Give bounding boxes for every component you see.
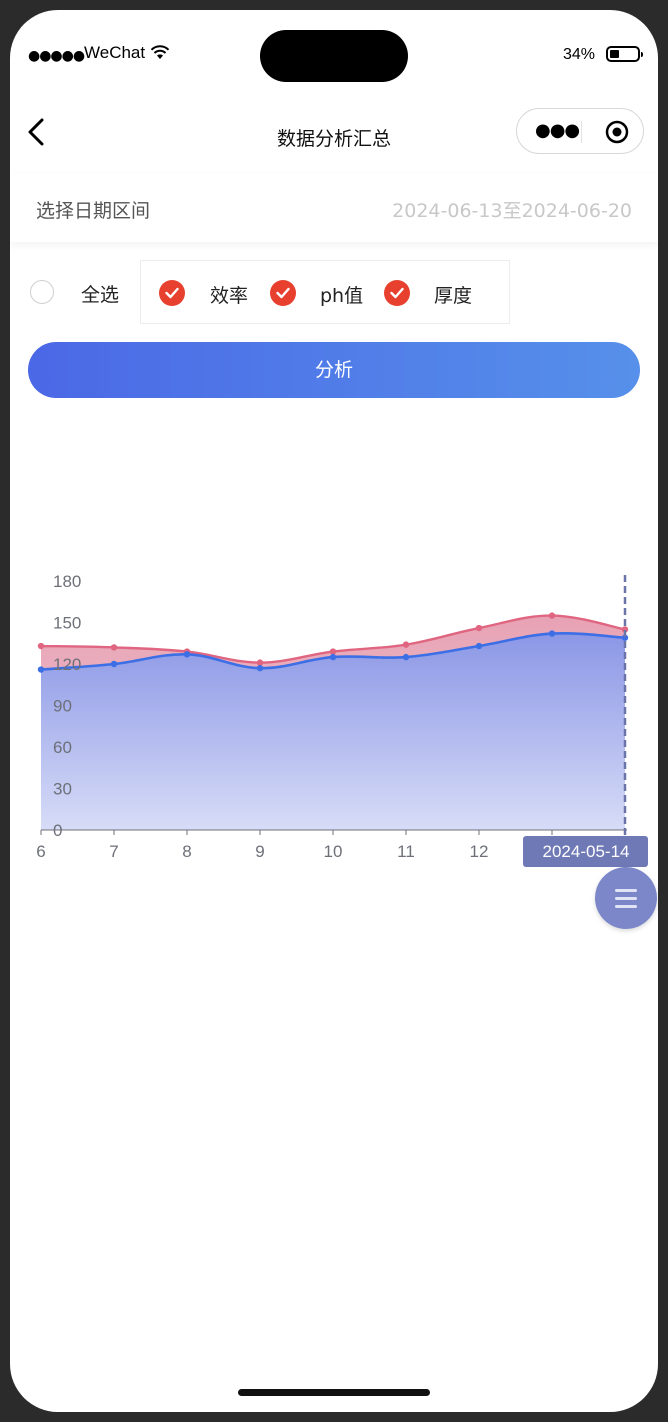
ph-label[interactable]: ph值 (320, 285, 364, 307)
battery-fill (610, 50, 619, 58)
axis-pointer-label: 2024-05-14 (543, 842, 630, 861)
series-1-point (548, 630, 556, 637)
y-tick-label: 30 (53, 780, 72, 799)
series-1-point (475, 642, 483, 650)
efficiency-checkbox[interactable] (159, 280, 185, 306)
mini-program-capsule: ●●● (516, 108, 644, 154)
nav-bar: 数据分析汇总 ●●● (10, 90, 658, 174)
axis-pointer-label-bg (523, 836, 648, 867)
filter-row: 全选 效率 ph值 厚度 (10, 260, 658, 326)
axis-layer: 67891011121303060901201501802024-05-14 (36, 572, 648, 880)
analyze-button[interactable]: 分析 (28, 342, 640, 398)
date-range-label: 选择日期区间 (36, 200, 151, 222)
series-layer (37, 612, 629, 830)
battery-tip (641, 52, 643, 57)
efficiency-label[interactable]: 效率 (210, 285, 249, 307)
status-bar: ●●●●● WeChat 34% (10, 10, 658, 90)
series-2-point (548, 612, 556, 619)
phone-screen: ●●●●● WeChat 34% 数据分析汇总 ●●● 选择日期 (10, 10, 658, 1412)
date-range-value[interactable]: 2024-06-13至2024-06-20 (392, 200, 632, 222)
metric-checkbox-group: 效率 ph值 厚度 (140, 260, 510, 324)
x-tick-label: 7 (109, 842, 118, 861)
signal-icon: ●●●●● (28, 48, 85, 64)
ellipsis-icon[interactable]: ●●● (535, 120, 580, 141)
series-2-point (621, 626, 629, 633)
chart-svg[interactable]: 67891011121303060901201501802024-05-14 (10, 550, 658, 890)
series-1-point (621, 634, 629, 641)
x-tick-label: 10 (324, 842, 343, 861)
y-tick-label: 180 (53, 572, 81, 591)
check-icon (165, 287, 179, 299)
home-indicator[interactable] (238, 1389, 430, 1396)
series-2-point (110, 644, 118, 651)
check-icon (276, 287, 290, 299)
x-tick-label: 6 (36, 842, 45, 861)
ph-checkbox[interactable] (270, 280, 296, 306)
x-tick-label: 11 (397, 842, 415, 861)
menu-icon-bar (615, 905, 637, 908)
series-1-point (256, 664, 264, 672)
menu-icon-bar (615, 889, 637, 892)
date-range-picker[interactable]: 选择日期区间 2024-06-13至2024-06-20 (10, 174, 658, 242)
select-all-label[interactable]: 全选 (81, 284, 120, 306)
series-2-point (329, 648, 337, 655)
series-2-point (37, 642, 45, 650)
y-tick-label: 90 (53, 697, 72, 716)
y-tick-label: 120 (53, 655, 81, 674)
battery-percent: 34% (563, 46, 596, 63)
analysis-chart[interactable]: 67891011121303060901201501802024-05-14 (10, 550, 658, 890)
x-tick-label: 8 (182, 842, 191, 861)
menu-icon-bar (615, 897, 637, 900)
dynamic-island (260, 30, 408, 82)
series-1-point (110, 660, 118, 668)
series-1-point (329, 653, 337, 661)
carrier-label: WeChat (84, 43, 146, 62)
series-1-area (41, 633, 625, 830)
y-tick-label: 150 (53, 614, 81, 633)
capsule-divider (581, 121, 582, 143)
wifi-icon (150, 45, 170, 59)
check-icon (390, 287, 404, 299)
series-2-point (402, 641, 410, 648)
menu-fab[interactable] (595, 867, 657, 929)
x-tick-label: 12 (470, 842, 489, 861)
x-tick-label: 9 (255, 842, 264, 861)
page-title: 数据分析汇总 (276, 128, 391, 150)
thickness-label[interactable]: 厚度 (434, 285, 473, 307)
select-all-radio[interactable] (30, 280, 54, 304)
series-1-point (183, 651, 191, 658)
target-icon[interactable] (605, 120, 629, 144)
y-tick-label: 0 (53, 821, 62, 840)
series-1-point (402, 653, 410, 661)
y-tick-label: 60 (53, 738, 72, 757)
back-arrow-icon[interactable] (24, 116, 50, 148)
series-1-point (37, 666, 45, 673)
thickness-checkbox[interactable] (384, 280, 410, 306)
series-2-point (475, 624, 483, 632)
series-2-point (256, 659, 264, 666)
battery-icon (606, 46, 643, 62)
